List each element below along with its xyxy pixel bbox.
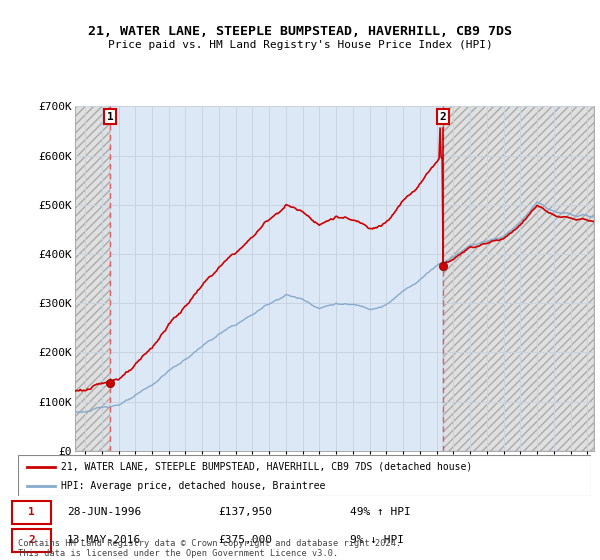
Text: 13-MAY-2016: 13-MAY-2016 [67, 535, 141, 545]
Bar [75, 106, 110, 451]
Text: 21, WATER LANE, STEEPLE BUMPSTEAD, HAVERHILL, CB9 7DS (detached house): 21, WATER LANE, STEEPLE BUMPSTEAD, HAVER… [61, 461, 472, 472]
Bar [75, 106, 110, 451]
Bar [443, 106, 594, 451]
Text: £375,000: £375,000 [218, 535, 272, 545]
FancyBboxPatch shape [12, 501, 51, 524]
Bar [110, 106, 443, 451]
Bar [443, 106, 594, 451]
Text: 21, WATER LANE, STEEPLE BUMPSTEAD, HAVERHILL, CB9 7DS: 21, WATER LANE, STEEPLE BUMPSTEAD, HAVER… [88, 25, 512, 38]
Text: 2: 2 [439, 111, 446, 122]
Text: 49% ↑ HPI: 49% ↑ HPI [350, 507, 411, 517]
Text: 1: 1 [107, 111, 113, 122]
Text: Price paid vs. HM Land Registry's House Price Index (HPI): Price paid vs. HM Land Registry's House … [107, 40, 493, 50]
Text: 1: 1 [28, 507, 35, 517]
Text: Contains HM Land Registry data © Crown copyright and database right 2024.
This d: Contains HM Land Registry data © Crown c… [18, 539, 401, 558]
Text: 9% ↓ HPI: 9% ↓ HPI [350, 535, 404, 545]
Text: £137,950: £137,950 [218, 507, 272, 517]
FancyBboxPatch shape [12, 529, 51, 552]
Text: HPI: Average price, detached house, Braintree: HPI: Average price, detached house, Brai… [61, 480, 325, 491]
Text: 2: 2 [28, 535, 35, 545]
Text: 28-JUN-1996: 28-JUN-1996 [67, 507, 141, 517]
